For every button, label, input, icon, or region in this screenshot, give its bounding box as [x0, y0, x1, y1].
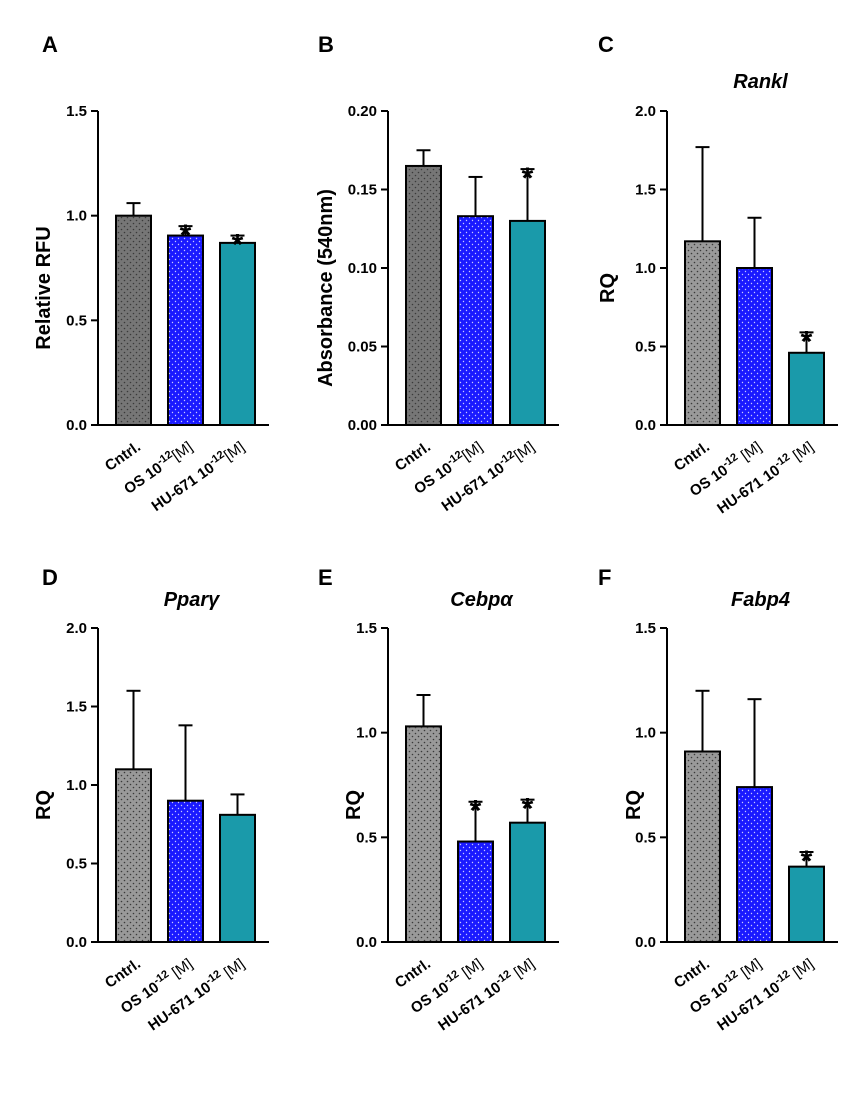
- y-axis-label: Absorbance (540nm): [315, 189, 337, 387]
- y-tick-label: 0.00: [348, 417, 377, 434]
- x-tick-label: Cntrl.: [102, 438, 144, 474]
- y-tick-label: 1.5: [635, 620, 656, 637]
- bar-texture: [117, 770, 150, 941]
- y-tick-label: 1.5: [66, 103, 87, 120]
- y-axis-label: RQ: [33, 790, 55, 820]
- y-tick-label: 0.0: [66, 417, 87, 434]
- panel-letter: C: [598, 32, 614, 57]
- x-tick-label: Cntrl.: [671, 438, 713, 474]
- bar-texture: [117, 216, 150, 424]
- bar-texture: [686, 242, 719, 424]
- y-axis-label: RQ: [343, 790, 365, 820]
- y-tick-label: 1.0: [635, 725, 656, 742]
- chart-title: Fabp4: [731, 589, 790, 611]
- chart-panel-B: B 0.00 0.05 0.10 0.15 0.20 Absorbance (540nm) C…: [315, 32, 559, 515]
- bar-texture: [169, 236, 202, 424]
- significance-star: *: [522, 162, 534, 195]
- bar: [509, 219, 546, 426]
- panel-letter: E: [318, 565, 333, 590]
- y-tick-label: 1.5: [66, 699, 87, 716]
- y-tick-label: 0.0: [635, 934, 656, 951]
- y-tick-label: 1.5: [635, 182, 656, 199]
- y-tick-label: 0.5: [66, 312, 87, 329]
- significance-star: *: [470, 795, 482, 828]
- y-tick-label: 1.0: [66, 208, 87, 225]
- bar-texture: [686, 752, 719, 941]
- panel-letter: F: [598, 565, 611, 590]
- y-tick-label: 0.15: [348, 182, 377, 199]
- bar: [219, 813, 256, 944]
- y-tick-label: 1.0: [356, 725, 377, 742]
- bar-texture: [459, 842, 492, 941]
- y-tick-label: 2.0: [635, 103, 656, 120]
- y-tick-label: 0.20: [348, 103, 377, 120]
- x-tick-label: Cntrl.: [671, 955, 713, 991]
- significance-star: *: [801, 325, 813, 358]
- chart-title: Rankl: [733, 71, 788, 93]
- x-tick-label: Cntrl.: [392, 955, 434, 991]
- bar-texture: [738, 269, 771, 424]
- chart-title: Pparγ: [164, 589, 221, 611]
- y-tick-label: 0.5: [66, 856, 87, 873]
- y-tick-label: 0.5: [356, 829, 377, 846]
- bar-texture: [169, 801, 202, 941]
- bar-texture: [738, 788, 771, 941]
- y-axis-label: RQ: [597, 273, 619, 303]
- bar: [788, 351, 825, 426]
- y-tick-label: 0.0: [356, 934, 377, 951]
- bar-texture: [407, 166, 440, 424]
- significance-star: *: [801, 845, 813, 878]
- panel-letter: A: [42, 32, 58, 57]
- y-tick-label: 1.0: [635, 260, 656, 277]
- x-tick-label: Cntrl.: [102, 955, 144, 991]
- y-tick-label: 0.05: [348, 339, 377, 356]
- significance-star: *: [180, 219, 192, 252]
- significance-star: *: [232, 229, 244, 262]
- y-tick-label: 0.10: [348, 260, 377, 277]
- y-tick-label: 1.5: [356, 620, 377, 637]
- y-tick-label: 2.0: [66, 620, 87, 637]
- y-tick-label: 0.0: [635, 417, 656, 434]
- y-tick-label: 0.5: [635, 829, 656, 846]
- x-tick-label: HU-671 10-12[M]: [437, 437, 537, 515]
- y-tick-label: 1.0: [66, 777, 87, 794]
- bar-texture: [459, 217, 492, 424]
- x-tick-label: Cntrl.: [392, 438, 434, 474]
- significance-star: *: [522, 793, 534, 826]
- x-tick-label: HU-671 10-12[M]: [147, 437, 247, 515]
- chart-title: Cebpα: [450, 589, 514, 611]
- bar-texture: [407, 727, 440, 941]
- bar: [219, 241, 256, 426]
- panel-letter: D: [42, 565, 58, 590]
- y-axis-label: Relative RFU: [33, 226, 55, 349]
- y-tick-label: 0.0: [66, 934, 87, 951]
- bar: [509, 821, 546, 943]
- y-axis-label: RQ: [623, 790, 645, 820]
- y-tick-label: 0.5: [635, 339, 656, 356]
- panel-letter: B: [318, 32, 334, 57]
